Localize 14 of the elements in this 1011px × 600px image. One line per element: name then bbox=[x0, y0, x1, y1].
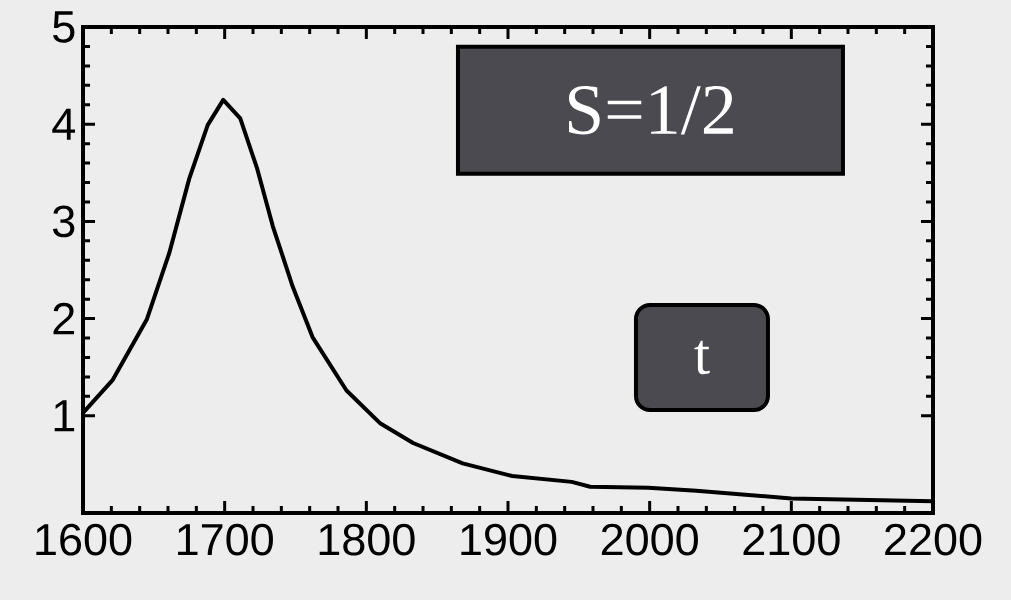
annotation: S=1/2 bbox=[568, 86, 733, 135]
y-tick-label: 1 bbox=[54, 400, 75, 432]
x-tick-label: 1700 bbox=[178, 523, 273, 556]
y-tick-label: 4 bbox=[52, 108, 75, 140]
y-tick-label: 5 bbox=[53, 11, 75, 43]
x-tick-label: 1800 bbox=[319, 523, 415, 556]
y-tick-label: 3 bbox=[52, 205, 75, 238]
x-tick-label: 2000 bbox=[601, 523, 698, 556]
x-tick-label: 1900 bbox=[461, 523, 557, 556]
x-tick-label: 2100 bbox=[743, 523, 840, 556]
y-tick-label: 2 bbox=[53, 302, 75, 335]
x-tick-label: 1600 bbox=[36, 523, 132, 556]
x-tick-label: 2200 bbox=[885, 523, 982, 556]
annotation: t bbox=[694, 340, 710, 375]
